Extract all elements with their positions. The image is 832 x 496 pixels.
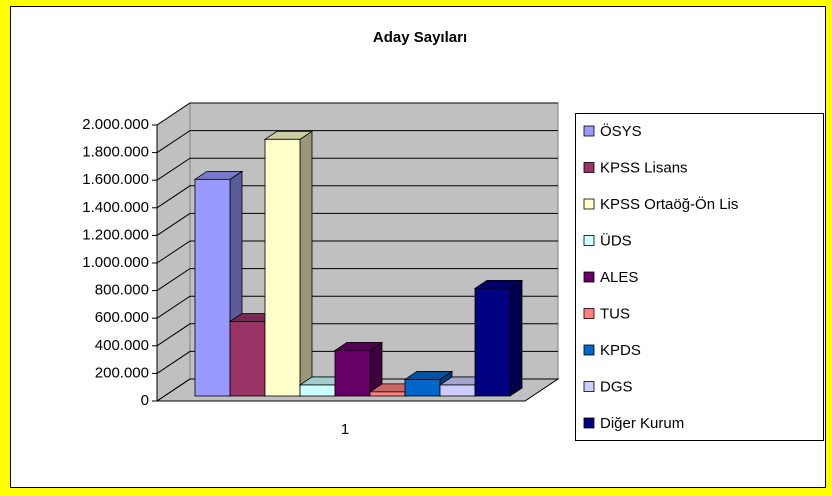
legend-label: TUS: [600, 305, 630, 322]
y-tick-label: 1.800.000: [82, 144, 149, 161]
legend-swatch: [583, 308, 595, 319]
bar: [194, 178, 231, 397]
legend-label: ÜDS: [600, 231, 632, 249]
legend-label: KPSS Lisans: [600, 159, 688, 176]
legend-label: ALES: [600, 269, 638, 286]
bar: [264, 138, 301, 397]
y-tick-label: 1.400.000: [82, 199, 149, 216]
legend-label: KPSS Ortaöğ-Ön Lis: [600, 195, 738, 213]
legend-box: [575, 113, 824, 441]
legend-swatch: [583, 162, 595, 173]
bar: [439, 384, 476, 397]
legend-swatch: [583, 381, 595, 392]
y-tick-label: 0: [141, 392, 149, 409]
y-tick-label: 200.000: [95, 364, 149, 381]
bar: [229, 321, 266, 397]
grid-line: [156, 130, 558, 154]
legend-swatch: [583, 344, 595, 356]
legend-swatch: [583, 271, 595, 283]
legend-label: ÖSYS: [600, 122, 642, 140]
grid-line: [156, 185, 558, 209]
grid-line: [156, 102, 558, 126]
bar: [369, 391, 406, 397]
y-tick-label: 2.000.000: [82, 116, 149, 133]
bar: [474, 287, 511, 397]
y-tick-label: 400.000: [95, 337, 149, 354]
x-tick-label: 1: [341, 421, 349, 438]
grid-line: [156, 157, 558, 181]
bar: [334, 350, 371, 397]
grid-line: [156, 268, 558, 292]
grid-line: [156, 295, 558, 319]
bar-side: [299, 130, 313, 397]
legend-swatch: [583, 125, 595, 137]
bar-side: [509, 279, 523, 397]
legend-label: KPDS: [600, 342, 641, 359]
legend-swatch: [583, 235, 595, 246]
chart-title: Aday Sayıları: [373, 29, 467, 46]
legend-swatch: [583, 417, 595, 429]
grid-line: [156, 212, 558, 236]
bar: [404, 379, 441, 397]
y-tick-label: 1.600.000: [82, 171, 149, 188]
legend-swatch: [583, 198, 595, 210]
y-tick-label: 600.000: [95, 309, 149, 326]
grid-line: [156, 350, 558, 374]
grid-line: [156, 323, 558, 347]
y-tick-label: 1.000.000: [82, 254, 149, 271]
bar: [299, 384, 336, 397]
y-tick-label: 800.000: [95, 282, 149, 299]
legend-label: DGS: [600, 378, 633, 395]
grid-line: [156, 240, 558, 264]
y-tick-label: 1.200.000: [82, 226, 149, 243]
legend-label: Diğer Kurum: [600, 415, 684, 432]
